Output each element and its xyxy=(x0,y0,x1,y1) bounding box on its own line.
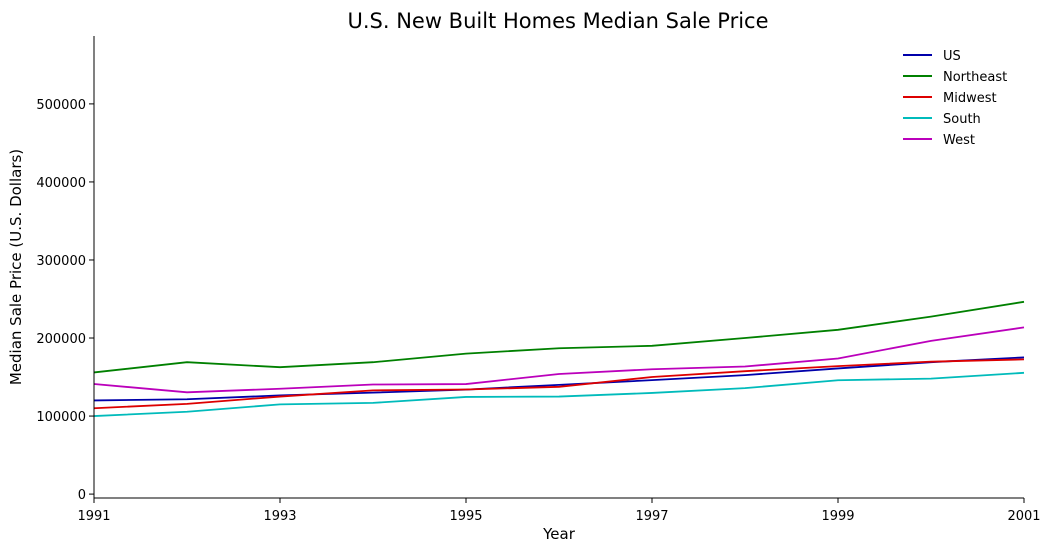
legend-label: Northeast xyxy=(943,70,1007,85)
y-axis-ticks: 0 100000 200000 300000 400000 500000 xyxy=(36,98,94,503)
series-line-west xyxy=(93,326,1025,394)
x-tick-label: 2001 xyxy=(1007,509,1040,524)
y-tick-label: 0 xyxy=(78,488,86,503)
y-tick-label: 200000 xyxy=(36,332,86,347)
x-tick-label: 1995 xyxy=(449,509,482,524)
legend: US Northeast Midwest South West xyxy=(903,49,1007,148)
series-line-northeast xyxy=(93,300,1025,374)
legend-item-midwest: Midwest xyxy=(903,91,997,106)
y-tick-label: 500000 xyxy=(36,98,86,113)
legend-label: Midwest xyxy=(943,91,997,106)
legend-item-northeast: Northeast xyxy=(903,70,1007,85)
legend-item-south: South xyxy=(903,112,981,127)
x-tick-label: 1993 xyxy=(263,509,296,524)
chart-title: U.S. New Built Homes Median Sale Price xyxy=(347,9,768,33)
y-tick-label: 400000 xyxy=(36,176,86,191)
legend-label: US xyxy=(943,49,961,64)
y-axis-title: Median Sale Price (U.S. Dollars) xyxy=(7,149,25,385)
x-tick-label: 1997 xyxy=(635,509,668,524)
x-axis-ticks: 1991 1993 1995 1997 1999 2001 xyxy=(77,498,1041,524)
series-line-us xyxy=(93,356,1025,402)
x-tick-label: 1999 xyxy=(821,509,854,524)
x-axis-title: Year xyxy=(542,525,576,543)
legend-label: West xyxy=(943,133,975,148)
x-tick-label: 1991 xyxy=(77,509,110,524)
y-tick-label: 100000 xyxy=(36,410,86,425)
plot-area xyxy=(93,300,1025,417)
series-line-midwest xyxy=(93,358,1025,410)
legend-label: South xyxy=(943,112,981,127)
series-line-south xyxy=(93,371,1025,417)
legend-item-west: West xyxy=(903,133,975,148)
legend-item-us: US xyxy=(903,49,961,64)
y-tick-label: 300000 xyxy=(36,254,86,269)
